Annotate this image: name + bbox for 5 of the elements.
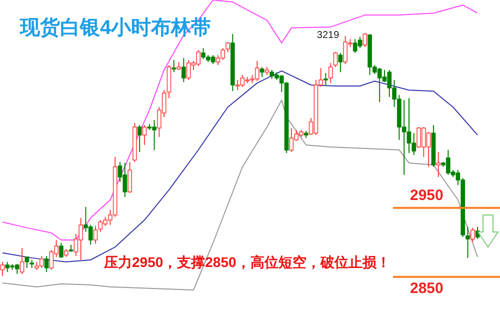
text: 2850	[410, 280, 444, 297]
annotation: 3219	[316, 30, 340, 42]
annotation: 2950	[410, 187, 444, 204]
annotation: 压力2950，支撑2850，高位短空，破位止损！	[103, 254, 390, 270]
chart-title: 现货白银4小时布林带	[19, 17, 212, 39]
